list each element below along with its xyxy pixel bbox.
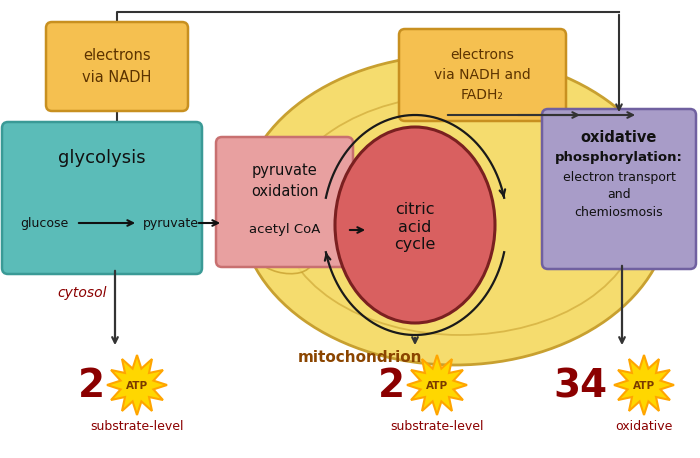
Text: oxidation: oxidation xyxy=(251,184,318,198)
Text: citric: citric xyxy=(395,202,435,217)
Ellipse shape xyxy=(253,155,317,195)
Polygon shape xyxy=(407,355,467,415)
Text: oxidative: oxidative xyxy=(615,420,673,434)
Text: glucose: glucose xyxy=(20,217,69,229)
FancyBboxPatch shape xyxy=(2,122,202,274)
Text: and: and xyxy=(607,189,631,202)
Text: electrons: electrons xyxy=(83,49,150,64)
Text: acetyl CoA: acetyl CoA xyxy=(248,223,320,235)
Text: FADH₂: FADH₂ xyxy=(461,88,504,102)
Text: phosphorylation:: phosphorylation: xyxy=(555,151,683,164)
Text: ATP: ATP xyxy=(426,381,448,391)
Polygon shape xyxy=(614,355,674,415)
FancyBboxPatch shape xyxy=(542,109,696,269)
Polygon shape xyxy=(107,355,167,415)
Text: 34: 34 xyxy=(554,367,608,405)
Text: electron transport: electron transport xyxy=(563,170,676,184)
Text: ATP: ATP xyxy=(633,381,655,391)
Text: 2: 2 xyxy=(378,367,405,405)
FancyBboxPatch shape xyxy=(399,29,566,121)
Text: substrate-level: substrate-level xyxy=(90,420,183,434)
Text: acid: acid xyxy=(398,219,432,234)
Text: pyruvate: pyruvate xyxy=(251,164,317,179)
Text: mitochondrion: mitochondrion xyxy=(298,350,422,365)
Text: cycle: cycle xyxy=(394,238,435,252)
Text: substrate-level: substrate-level xyxy=(391,420,484,434)
Ellipse shape xyxy=(240,55,670,365)
Text: cytosol: cytosol xyxy=(57,286,106,300)
Text: ATP: ATP xyxy=(126,381,148,391)
FancyBboxPatch shape xyxy=(46,22,188,111)
Text: 2: 2 xyxy=(78,367,105,405)
Text: via NADH and: via NADH and xyxy=(434,68,531,82)
FancyBboxPatch shape xyxy=(216,137,353,267)
Text: glycolysis: glycolysis xyxy=(58,149,146,167)
Ellipse shape xyxy=(249,199,307,231)
Text: oxidative: oxidative xyxy=(581,130,657,145)
Text: via NADH: via NADH xyxy=(83,71,152,86)
Text: chemiosmosis: chemiosmosis xyxy=(575,207,664,219)
Ellipse shape xyxy=(252,236,312,274)
Text: electrons: electrons xyxy=(451,48,514,62)
Ellipse shape xyxy=(335,127,495,323)
Text: pyruvate: pyruvate xyxy=(143,217,199,229)
